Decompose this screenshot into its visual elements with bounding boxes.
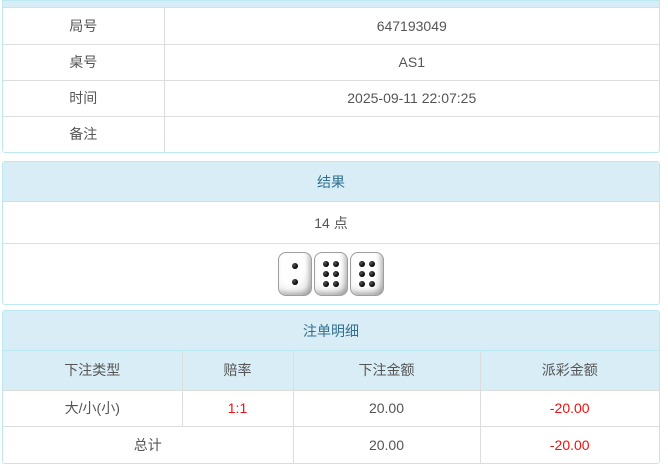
table-number-value: AS1 (164, 43, 659, 80)
table-row: 备注 (3, 115, 659, 152)
bet-details-panel: 注单明细 下注类型 赔率 下注金额 派彩金额 大/小(小) 1:1 20.00 … (2, 310, 660, 464)
remark-value (164, 115, 659, 152)
round-id-label: 局号 (3, 8, 165, 44)
time-value: 2025-09-11 22:07:25 (164, 79, 659, 116)
bet-details-panel-title: 注单明细 (3, 311, 659, 351)
table-row: 桌号 AS1 (3, 43, 659, 80)
die-pip (333, 260, 340, 267)
bet-details-table: 下注类型 赔率 下注金额 派彩金额 大/小(小) 1:1 20.00 -20.0… (3, 351, 659, 463)
die-pip (369, 260, 376, 267)
die-face-6 (350, 252, 384, 296)
round-info-table: 局号 647193049 桌号 AS1 时间 2025-09-11 22:07:… (3, 8, 659, 152)
die-pip (292, 279, 298, 286)
die-pip (369, 281, 376, 288)
remark-label: 备注 (3, 115, 165, 152)
die-pip (358, 281, 365, 288)
bet-amount-value: 20.00 (292, 390, 480, 426)
dice-group (3, 244, 659, 304)
die-pip (358, 260, 365, 267)
total-bet-amount: 20.00 (292, 425, 480, 463)
die-pip (322, 260, 329, 267)
total-row: 总计 20.00 -20.00 (3, 425, 659, 463)
die-face-2 (278, 252, 312, 296)
total-label: 总计 (3, 425, 293, 463)
time-label: 时间 (3, 79, 165, 116)
column-header-payout-amount: 派彩金额 (479, 351, 659, 391)
round-info-panel: 局号 647193049 桌号 AS1 时间 2025-09-11 22:07:… (2, 0, 660, 153)
result-points: 14 点 (3, 202, 659, 244)
table-row: 局号 647193049 (3, 8, 659, 44)
table-row: 时间 2025-09-11 22:07:25 (3, 79, 659, 116)
die-pip (358, 271, 365, 277)
bet-odds-value: 1:1 (181, 390, 293, 426)
die-pip (292, 262, 298, 269)
die-pip (322, 271, 329, 277)
column-header-odds: 赔率 (181, 351, 293, 391)
bet-details-header-row: 下注类型 赔率 下注金额 派彩金额 (3, 351, 659, 391)
result-panel: 结果 14 点 (2, 161, 660, 305)
die-pip (333, 271, 340, 277)
table-row: 大/小(小) 1:1 20.00 -20.00 (3, 390, 659, 426)
bet-type-value: 大/小(小) (3, 390, 182, 426)
round-info-panel-heading-partial (3, 1, 659, 8)
round-id-value: 647193049 (376, 17, 447, 34)
die-pip (333, 281, 340, 288)
bet-payout-value: -20.00 (479, 390, 659, 426)
column-header-bet-type: 下注类型 (3, 351, 182, 391)
column-header-bet-amount: 下注金额 (292, 351, 480, 391)
total-payout-amount: -20.00 (479, 425, 659, 463)
die-pip (369, 271, 376, 277)
table-number-label: 桌号 (3, 43, 165, 80)
result-panel-title: 结果 (3, 162, 659, 202)
die-face-6 (314, 252, 348, 296)
die-pip (322, 281, 329, 288)
